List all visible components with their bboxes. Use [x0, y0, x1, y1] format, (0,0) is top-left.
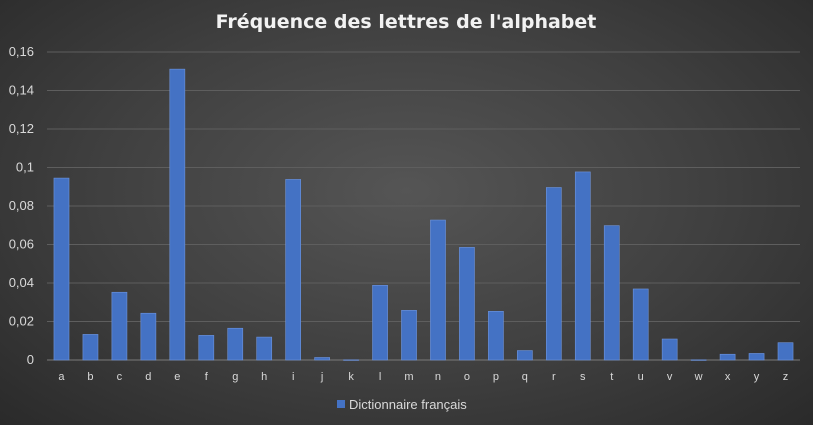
x-tick-label: g	[232, 371, 238, 383]
x-tick-label: q	[522, 371, 528, 383]
y-tick-label: 0,16	[9, 44, 34, 59]
bar-u	[632, 288, 649, 361]
x-tick-label: l	[379, 371, 381, 383]
x-tick-label: y	[754, 371, 760, 383]
bar-i	[285, 179, 302, 361]
bar-e	[169, 68, 186, 361]
x-tick-label: w	[694, 371, 703, 383]
x-tick-label: x	[725, 371, 731, 383]
x-tick-label: u	[638, 371, 644, 383]
bar-b	[82, 334, 99, 361]
bar-t	[603, 225, 620, 361]
y-tick-label: 0,02	[9, 314, 34, 329]
x-tick-label: d	[145, 371, 151, 383]
bar-h	[256, 336, 273, 361]
bar-s	[574, 171, 591, 361]
x-tick-label: i	[292, 371, 294, 383]
bar-g	[227, 327, 244, 361]
bar-w	[690, 359, 707, 361]
x-tick-label: b	[87, 371, 93, 383]
bar-v	[661, 338, 678, 361]
bar-o	[459, 247, 475, 361]
bar-x	[719, 353, 736, 361]
x-tick-label: j	[320, 371, 323, 383]
legend-label: Dictionnaire français	[349, 397, 467, 412]
y-tick-label: 0,04	[9, 275, 34, 290]
bar-q	[517, 350, 533, 361]
bar-d	[140, 312, 157, 361]
y-tick-label: 0,1	[16, 160, 34, 175]
chart-title: Fréquence des lettres de l'alphabet	[216, 11, 597, 33]
bar-f	[198, 335, 215, 361]
y-tick-label: 0	[27, 352, 34, 367]
bar-m	[401, 310, 417, 361]
bar-a	[53, 177, 70, 361]
y-tick-label: 0,14	[9, 83, 34, 98]
x-axis-ticks: a b c d e f g h i j k l m n o p q r s t u v w x y z	[58, 371, 788, 383]
y-tick-label: 0,06	[9, 237, 34, 252]
x-tick-label: o	[464, 371, 470, 383]
x-tick-label: k	[348, 371, 354, 383]
x-tick-label: a	[58, 371, 65, 383]
y-axis-ticks: 0 0,02 0,04 0,06 0,08 0,1 0,12 0,14 0,16	[9, 44, 34, 367]
bar-j	[314, 357, 330, 361]
bar-y	[748, 353, 765, 361]
x-tick-label: v	[667, 371, 673, 383]
x-tick-label: f	[205, 371, 209, 383]
x-tick-label: z	[783, 371, 789, 383]
bars	[53, 68, 794, 361]
x-tick-label: s	[580, 371, 586, 383]
gridlines	[47, 51, 800, 361]
legend-swatch	[337, 400, 345, 408]
y-tick-label: 0,08	[9, 198, 34, 213]
y-tick-label: 0,12	[9, 121, 34, 136]
bar-n	[430, 219, 446, 361]
legend: Dictionnaire français	[337, 397, 467, 412]
x-tick-label: m	[404, 371, 413, 383]
x-tick-label: c	[117, 371, 123, 383]
bar-p	[488, 310, 504, 361]
x-tick-label: e	[174, 371, 180, 383]
x-tick-label: n	[435, 371, 441, 383]
x-tick-label: t	[610, 371, 613, 383]
bar-l	[372, 285, 388, 361]
bar-k	[343, 359, 359, 361]
x-tick-label: p	[493, 371, 499, 383]
x-tick-label: h	[261, 371, 267, 383]
x-tick-label: r	[552, 371, 556, 383]
bar-r	[545, 187, 562, 361]
bar-c	[111, 291, 128, 361]
bar-z	[777, 342, 794, 361]
